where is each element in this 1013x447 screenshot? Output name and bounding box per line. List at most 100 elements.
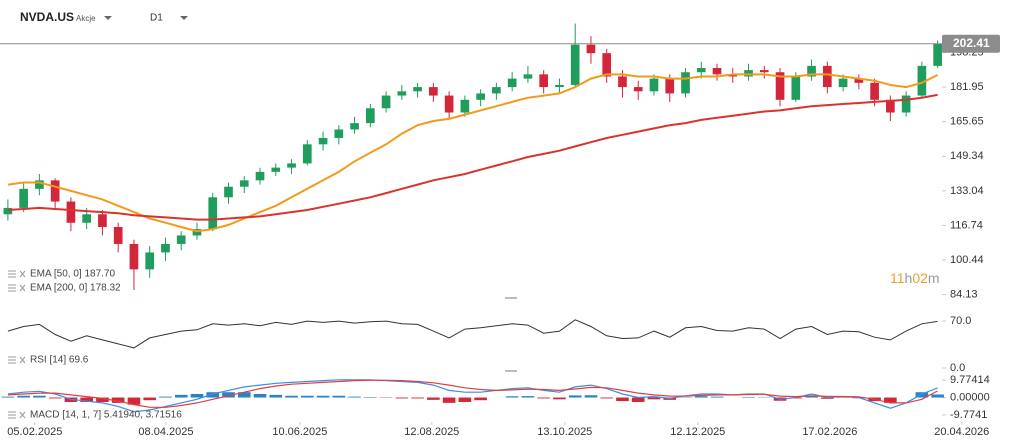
candle-body (3, 207, 13, 215)
candle-body (492, 87, 501, 94)
candle-body (917, 65, 927, 96)
y-tick-label: 133.04 (950, 185, 984, 197)
candle-body (602, 53, 612, 77)
y-tick-label: 165.65 (950, 116, 984, 128)
candle-body (255, 171, 265, 181)
candle-body (161, 243, 170, 253)
countdown: 11h02m (890, 270, 940, 286)
x-tick-label: 10.06.2025 (272, 426, 327, 438)
x-tick-label: 13.10.2025 (537, 426, 592, 438)
macd-histogram-bar (931, 394, 944, 398)
legend-entry: EMA [50, 0] 187.70 (30, 269, 115, 280)
macd-histogram-bar (600, 397, 614, 399)
legend-entry: MACD [14, 1, 7] 5.41940, 3.71516 (30, 410, 182, 421)
candle-body (429, 87, 438, 96)
symbol-dropdown[interactable] (104, 16, 112, 20)
countdown-part: 11 (890, 270, 905, 286)
y-tick-label: 9.77414 (950, 374, 990, 386)
interval[interactable]: D1 (150, 13, 163, 24)
ema-line (7, 73, 939, 233)
y-tick-label: 84.13 (950, 288, 978, 300)
candle-body (712, 67, 722, 75)
macd-histogram-bar (96, 397, 109, 402)
candle-body (82, 214, 92, 223)
candle-body (50, 180, 60, 202)
candle-body (381, 95, 391, 109)
candle-body (586, 44, 596, 54)
candle-body (413, 87, 422, 92)
macd-histogram-bar (805, 395, 818, 398)
countdown-part: 02 (912, 270, 928, 286)
macd-histogram-bar (631, 397, 645, 402)
x-tick-label: 17.02.2026 (802, 426, 857, 438)
candle-body (350, 123, 359, 130)
macd-histogram-bar (364, 397, 377, 398)
macd-histogram-bar (300, 395, 314, 398)
candle-body (838, 78, 848, 88)
candle-body (570, 44, 580, 85)
macd-histogram-bar (915, 392, 929, 398)
candle-body (870, 82, 879, 100)
y-tick-label: 181.95 (950, 81, 984, 93)
pane-handle[interactable] (505, 370, 517, 372)
interval-dropdown[interactable] (180, 16, 188, 20)
candle-body (271, 167, 281, 172)
candle-body (665, 78, 675, 94)
macd-histogram-bar (206, 392, 220, 398)
candle-body (460, 99, 470, 113)
macd-histogram-bar (269, 394, 283, 398)
candle-body (933, 43, 942, 66)
ema-line (7, 93, 938, 221)
candle-body (334, 129, 344, 138)
candle-body (35, 180, 44, 189)
candle-body (539, 74, 549, 88)
macd-histogram-bar (316, 395, 330, 398)
macd-histogram-bar (143, 397, 157, 401)
macd-histogram-bar (411, 397, 424, 399)
candle-body (775, 72, 785, 100)
pane-handle[interactable] (505, 297, 517, 299)
macd-histogram-bar (127, 397, 141, 405)
macd-histogram-bar (505, 396, 519, 398)
legend-entry: RSI [14] 69.6 (30, 355, 89, 366)
candle-body (822, 65, 832, 88)
candle-body (66, 201, 76, 223)
macd-histogram-bar (222, 392, 235, 398)
rsi-line (7, 319, 938, 349)
macd-histogram-bar (537, 397, 550, 399)
y-tick-label: -9.7741 (950, 409, 987, 421)
macd-histogram-bar (111, 397, 125, 403)
y-tick-label: 0.0 (950, 362, 965, 374)
macd-histogram-bar (521, 396, 535, 398)
macd-histogram-bar (568, 395, 582, 398)
x-tick-label: 05.02.2025 (7, 426, 62, 438)
candle-body (696, 67, 706, 73)
candle-body (318, 137, 328, 145)
candle-body (759, 70, 769, 73)
macd-histogram-bar (442, 397, 456, 403)
candle-body (302, 144, 312, 164)
macd-histogram-bar (159, 396, 172, 398)
candle-body (287, 163, 296, 168)
signal-line (7, 379, 938, 408)
candle-body (239, 180, 249, 187)
macd-histogram-bar (174, 394, 188, 398)
macd-histogram-bar (458, 397, 472, 402)
countdown-part: h (905, 270, 913, 286)
macd-histogram-bar (33, 395, 46, 398)
macd-histogram-bar (332, 395, 346, 398)
y-tick-label: 0.00000 (950, 391, 990, 403)
macd-histogram-bar (584, 395, 598, 398)
macd-histogram-bar (253, 393, 267, 398)
symbol[interactable]: NVDA.US (20, 10, 74, 24)
last-price-box (942, 34, 1000, 53)
candle-body (444, 95, 454, 113)
candle-body (807, 65, 816, 77)
candle-body (681, 72, 690, 94)
y-tick-label: 149.34 (950, 150, 984, 162)
y-tick-label: 70.0 (950, 315, 971, 327)
macd-histogram-bar (647, 397, 661, 400)
x-tick-label: 12.12.2025 (670, 426, 725, 438)
macd-histogram-bar (884, 397, 897, 403)
